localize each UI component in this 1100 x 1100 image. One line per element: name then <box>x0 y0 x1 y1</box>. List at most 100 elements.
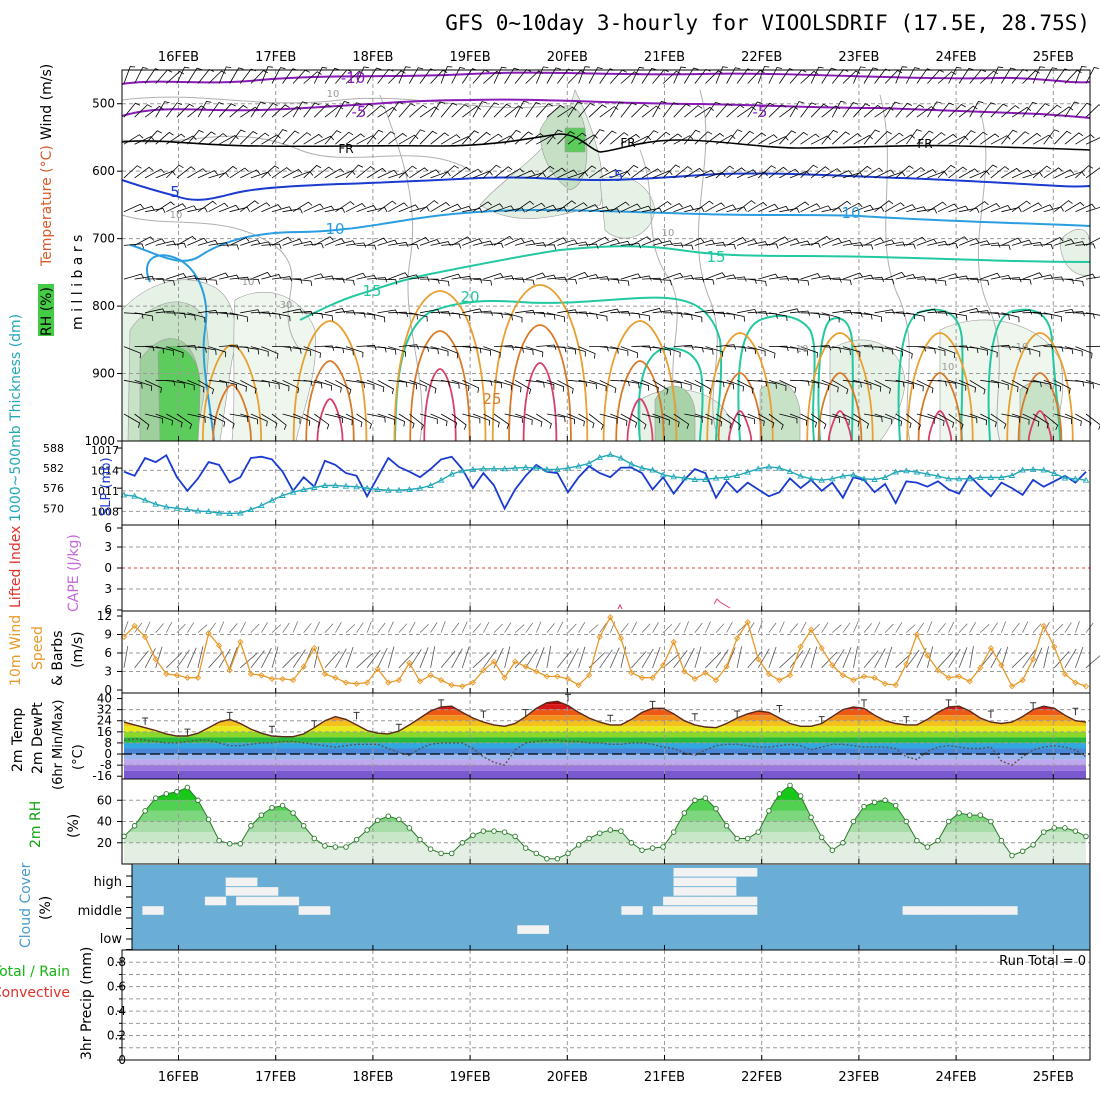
upper-wind-barb <box>747 101 763 118</box>
upper-wind-barb <box>652 346 671 356</box>
surface-wind-barb <box>800 647 811 668</box>
upper-wind-barb <box>789 278 810 286</box>
upper-wind-barb <box>197 278 218 286</box>
upper-wind-barb <box>1001 237 1022 246</box>
upper-wind-barb <box>884 202 905 213</box>
upper-wind-barb <box>134 413 150 430</box>
upper-wind-barb <box>1011 309 1033 315</box>
upper-wind-barb <box>715 103 733 118</box>
upper-wind-barb <box>810 166 830 179</box>
warm-contour <box>817 372 863 442</box>
top-date-labels: 16FEB 17FEB 18FEB 19FEB 20FEB 21FEB 22FEB 23FEB… <box>158 50 1074 65</box>
surface-wind-barb <box>176 649 190 669</box>
upper-wind-barb <box>895 134 915 145</box>
wind-speed-point <box>903 660 910 668</box>
upper-wind-barb <box>863 67 878 84</box>
rh-contour-label: 10 <box>170 210 183 221</box>
upper-wind-barb <box>863 379 882 392</box>
rh-point <box>216 837 222 844</box>
cloud-cell <box>683 887 695 896</box>
wind-speed-point <box>1019 676 1026 684</box>
upper-wind-barb <box>779 278 800 284</box>
thickness-point <box>490 465 498 472</box>
rh-point <box>258 812 265 818</box>
max-temp-bar <box>184 728 191 736</box>
upper-wind-barb <box>567 346 586 357</box>
rh-point <box>596 830 603 836</box>
upper-wind-barb <box>1033 243 1054 250</box>
cloud-cell <box>298 906 310 915</box>
upper-wind-barb <box>155 278 175 286</box>
surface-wind-barb <box>694 622 703 633</box>
surface-wind-barb <box>631 651 647 669</box>
thickness-point <box>268 496 276 503</box>
upper-wind-barb <box>821 237 842 246</box>
upper-wind-barb <box>525 312 546 318</box>
cloud-cell <box>277 896 289 906</box>
surface-wind-barb <box>472 652 490 669</box>
upper-wind-barb <box>218 66 232 84</box>
cloud-cell <box>715 887 726 896</box>
upper-wind-barb <box>409 67 424 84</box>
rh-point <box>998 837 1005 844</box>
thickness-point <box>437 476 445 483</box>
upper-wind-barb <box>863 206 885 213</box>
upper-wind-barb <box>398 379 417 390</box>
rh-point <box>353 836 360 843</box>
upper-wind-barb <box>208 70 227 84</box>
rh-point <box>269 804 275 811</box>
slp-axis-label: SLP (mb) <box>99 457 114 516</box>
upper-wind-barb <box>345 164 364 179</box>
upper-wind-barb <box>980 312 1000 318</box>
wind-speed-point <box>977 664 984 671</box>
surface-wind-barb <box>683 621 689 633</box>
surface-wind-barb <box>440 650 456 669</box>
upper-wind-barb <box>726 237 747 246</box>
max-temp-bar <box>311 720 318 728</box>
rh-point <box>512 833 518 840</box>
cloud-cell <box>694 868 706 877</box>
upper-wind-barb <box>356 103 374 118</box>
rh-point <box>438 850 444 857</box>
upper-wind-barb <box>620 243 641 249</box>
surface-wind-barb <box>134 622 143 633</box>
wind-speed-point <box>427 672 434 679</box>
upper-wind-barb <box>219 379 238 390</box>
wind-speed-point <box>321 670 329 678</box>
thickness-point <box>226 510 233 517</box>
upper-wind-barb <box>187 312 206 323</box>
rh-point <box>364 827 370 833</box>
upper-wind-barb <box>758 203 779 213</box>
y-tick-label: 3 <box>104 582 112 596</box>
upper-wind-barb <box>631 166 651 179</box>
upper-wind-barb <box>1001 167 1021 179</box>
upper-wind-barb <box>155 170 176 179</box>
upper-wind-barb <box>1085 206 1100 213</box>
upper-wind-barb <box>1085 237 1100 246</box>
upper-wind-barb <box>261 413 278 429</box>
contour-label: 20 <box>460 288 479 306</box>
contour-label: -10 <box>341 69 366 87</box>
upper-wind-barb <box>282 379 300 394</box>
upper-wind-barb <box>187 237 208 246</box>
upper-wind-barb <box>895 102 913 118</box>
upper-wind-barb <box>683 67 699 84</box>
upper-wind-barb <box>430 132 449 145</box>
upper-wind-barb <box>906 236 926 246</box>
contour-label: 15 <box>362 282 381 300</box>
upper-wind-barb <box>1011 346 1031 355</box>
upper-wind-barb <box>684 312 703 323</box>
upper-wind-barb <box>821 67 837 84</box>
upper-wind-barb <box>229 104 248 118</box>
upper-wind-barb <box>863 104 883 118</box>
upper-wind-barb <box>768 166 788 179</box>
upper-wind-barb <box>314 413 330 430</box>
surface-wind-barb <box>874 648 886 668</box>
upper-wind-barb <box>990 344 1011 351</box>
upper-wind-barb <box>261 346 279 359</box>
upper-wind-barb <box>145 413 164 424</box>
upper-wind-barb <box>906 167 926 179</box>
upper-wind-barb <box>144 130 162 145</box>
wind-speed-point <box>681 668 688 675</box>
upper-wind-barb <box>694 200 714 213</box>
